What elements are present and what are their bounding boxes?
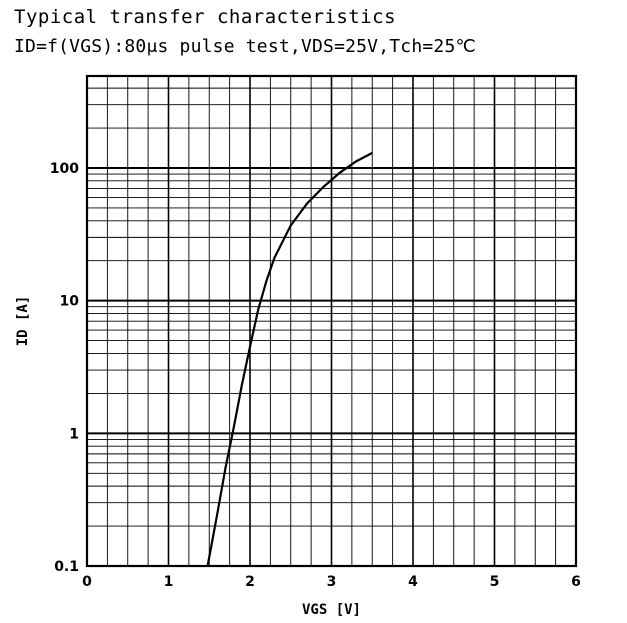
x-tick-label: 1	[164, 574, 174, 590]
plot-frame	[85, 74, 578, 568]
grid-major	[87, 76, 576, 566]
y-tick-label: 0.1	[54, 559, 79, 575]
x-tick-label: 3	[327, 574, 337, 590]
y-tick-label: 100	[50, 161, 79, 177]
x-tick-label: 5	[490, 574, 500, 590]
x-tick-label: 4	[408, 574, 418, 590]
x-tick-label: 0	[82, 574, 92, 590]
x-tick-labels: 0 1 2 3 4 5 6	[82, 574, 581, 590]
chart-subtitle: ID=f(VGS):80μs pulse test,VDS=25V,Tch=25…	[14, 36, 476, 57]
y-tick-label: 1	[69, 426, 79, 442]
x-tick-label: 6	[571, 574, 581, 590]
y-tick-label: 10	[60, 294, 80, 310]
y-axis-label: ID [A]	[15, 296, 31, 347]
x-tick-label: 2	[245, 574, 255, 590]
series-line	[206, 151, 373, 567]
chart-title: Typical transfer characteristics	[14, 6, 397, 28]
x-axis-label: VGS [V]	[302, 602, 361, 618]
y-tick-labels: 0.1 1 10 100	[50, 161, 79, 575]
